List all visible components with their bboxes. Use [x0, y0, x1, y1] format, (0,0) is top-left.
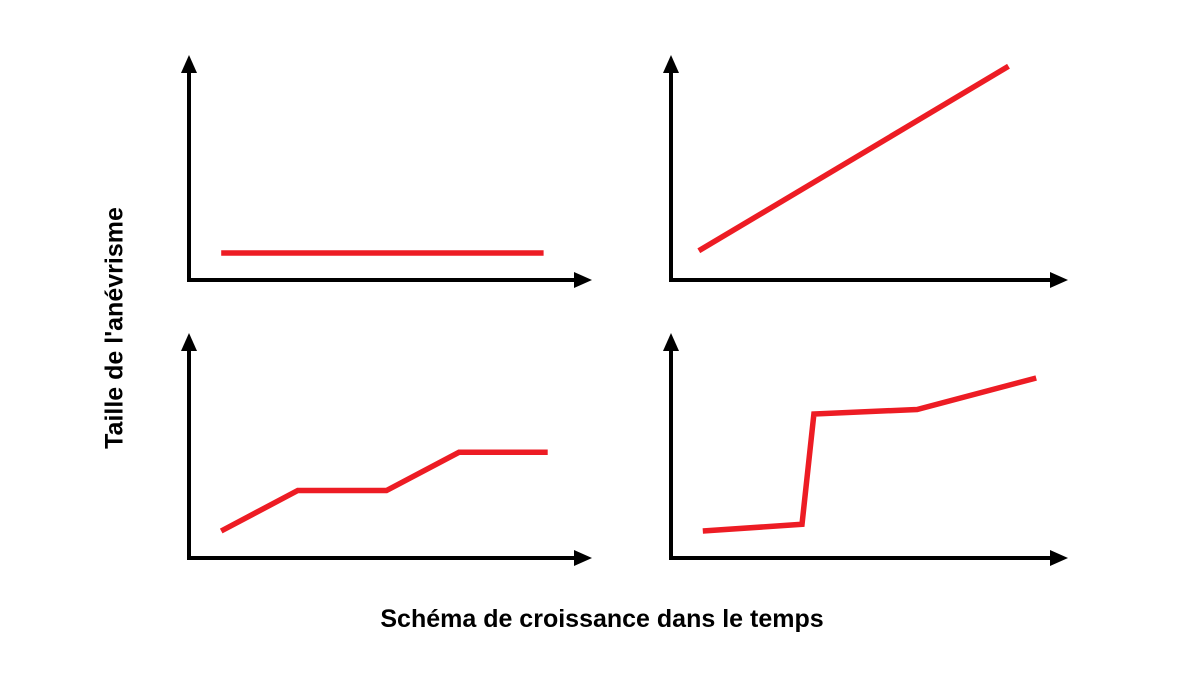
chart-croissance-nulle: [181, 55, 592, 288]
x-axis-arrow-icon: [574, 550, 592, 566]
y-axis-arrow-icon: [181, 333, 197, 351]
growth-line-croissance-saut-brusque: [702, 375, 1037, 534]
x-axis-arrow-icon: [1050, 272, 1068, 288]
y-axis-arrow-icon: [663, 333, 679, 351]
x-axis-label: Schéma de croissance dans le temps: [380, 605, 824, 633]
chart-croissance-lineaire: [663, 55, 1068, 288]
x-axis-arrow-icon: [574, 272, 592, 288]
y-axis-arrow-icon: [181, 55, 197, 73]
chart-croissance-saut-brusque: [663, 333, 1068, 566]
growth-line-croissance-lineaire: [697, 63, 1010, 254]
chart-croissance-par-paliers: [181, 333, 592, 566]
x-axis-arrow-icon: [1050, 550, 1068, 566]
y-axis-arrow-icon: [663, 55, 679, 73]
y-axis-label: Taille de l'anévrisme: [100, 207, 129, 449]
growth-line-croissance-par-paliers: [219, 449, 548, 534]
